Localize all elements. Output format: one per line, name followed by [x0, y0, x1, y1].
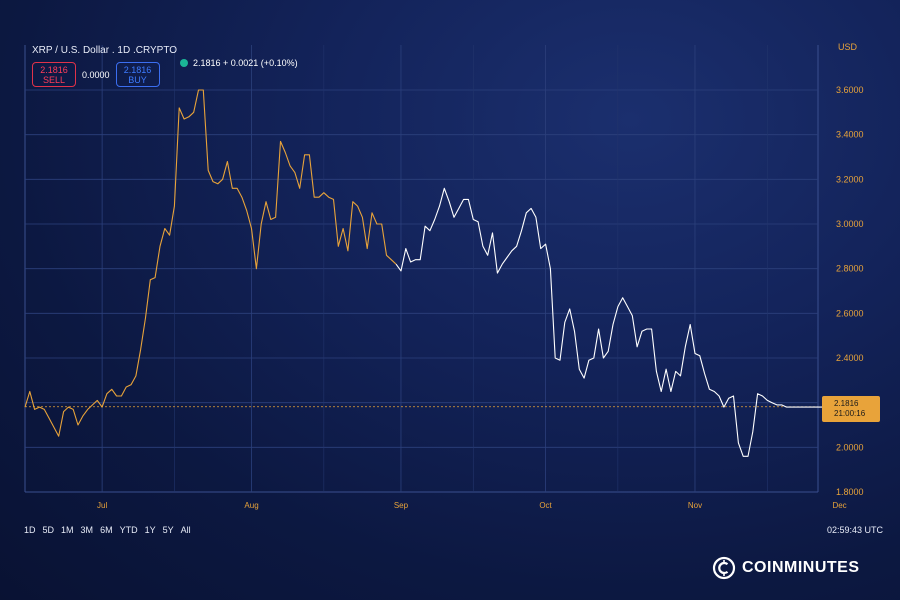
x-tick-label: Nov	[688, 501, 702, 510]
y-tick-label: 1.8000	[836, 487, 864, 497]
range-1y[interactable]: 1Y	[144, 525, 156, 535]
buy-price: 2.1816	[123, 64, 152, 75]
brand-name: COINMINUTES	[742, 559, 860, 576]
y-axis: 3.6000 3.4000 3.2000 3.0000 2.8000 2.6000 2.40…	[836, 85, 864, 497]
price-series-orange	[24, 89, 397, 437]
quote-text: 2.1816 + 0.0021 (+0.10%)	[193, 58, 298, 68]
live-dot-icon	[180, 59, 188, 67]
brand-logo: COINMINUTES	[712, 556, 860, 580]
range-all[interactable]: All	[180, 525, 191, 535]
buy-label: BUY	[128, 74, 147, 85]
chart-grid	[24, 45, 819, 493]
chart-series	[24, 89, 835, 457]
y-tick-label: 3.2000	[836, 174, 864, 184]
x-axis: Jul Aug Sep Oct Nov Dec	[97, 501, 847, 510]
price-series-white_line	[395, 187, 835, 457]
coinminutes-logo-icon	[712, 556, 736, 580]
x-tick-label: Oct	[539, 501, 552, 510]
sell-button[interactable]: 2.1816 SELL	[32, 62, 76, 87]
x-tick-label: Aug	[244, 501, 258, 510]
range-3m[interactable]: 3M	[80, 525, 94, 535]
range-ytd[interactable]: YTD	[119, 525, 138, 535]
y-tick-label: 2.0000	[836, 442, 864, 452]
range-6m[interactable]: 6M	[100, 525, 113, 535]
y-tick-label: 2.8000	[836, 264, 864, 274]
spread-value: 0.0000	[82, 69, 110, 80]
range-selector: 1D 5D 1M 3M 6M YTD 1Y 5Y All	[24, 525, 191, 535]
range-1d[interactable]: 1D	[24, 525, 36, 535]
current-price: 2.1816	[834, 399, 859, 408]
utc-clock[interactable]: 02:59:43 UTC	[827, 525, 884, 535]
sell-label: SELL	[42, 74, 66, 85]
buy-button[interactable]: 2.1816 BUY	[115, 62, 160, 87]
x-tick-label: Sep	[394, 501, 409, 510]
y-tick-label: 2.6000	[836, 308, 864, 318]
symbol-title: XRP / U.S. Dollar . 1D .CRYPTO	[32, 45, 178, 56]
current-price-tag: 2.1816 21:00:16	[822, 396, 880, 422]
y-axis-unit: USD	[838, 42, 858, 52]
trade-panel: 2.1816 SELL 0.0000 2.1816 BUY	[32, 62, 160, 87]
x-tick-label: Jul	[97, 501, 107, 510]
range-5d[interactable]: 5D	[42, 525, 55, 535]
y-tick-label: 3.6000	[836, 85, 864, 95]
x-tick-label: Dec	[832, 501, 846, 510]
y-tick-label: 3.0000	[836, 219, 864, 229]
bar-countdown: 21:00:16	[834, 409, 866, 418]
range-1m[interactable]: 1M	[61, 525, 74, 535]
sell-price: 2.1816	[40, 64, 68, 75]
y-tick-label: 2.4000	[836, 353, 864, 363]
live-quote: 2.1816 + 0.0021 (+0.10%)	[180, 58, 298, 68]
range-5y[interactable]: 5Y	[162, 525, 174, 535]
y-tick-label: 3.4000	[836, 130, 864, 140]
